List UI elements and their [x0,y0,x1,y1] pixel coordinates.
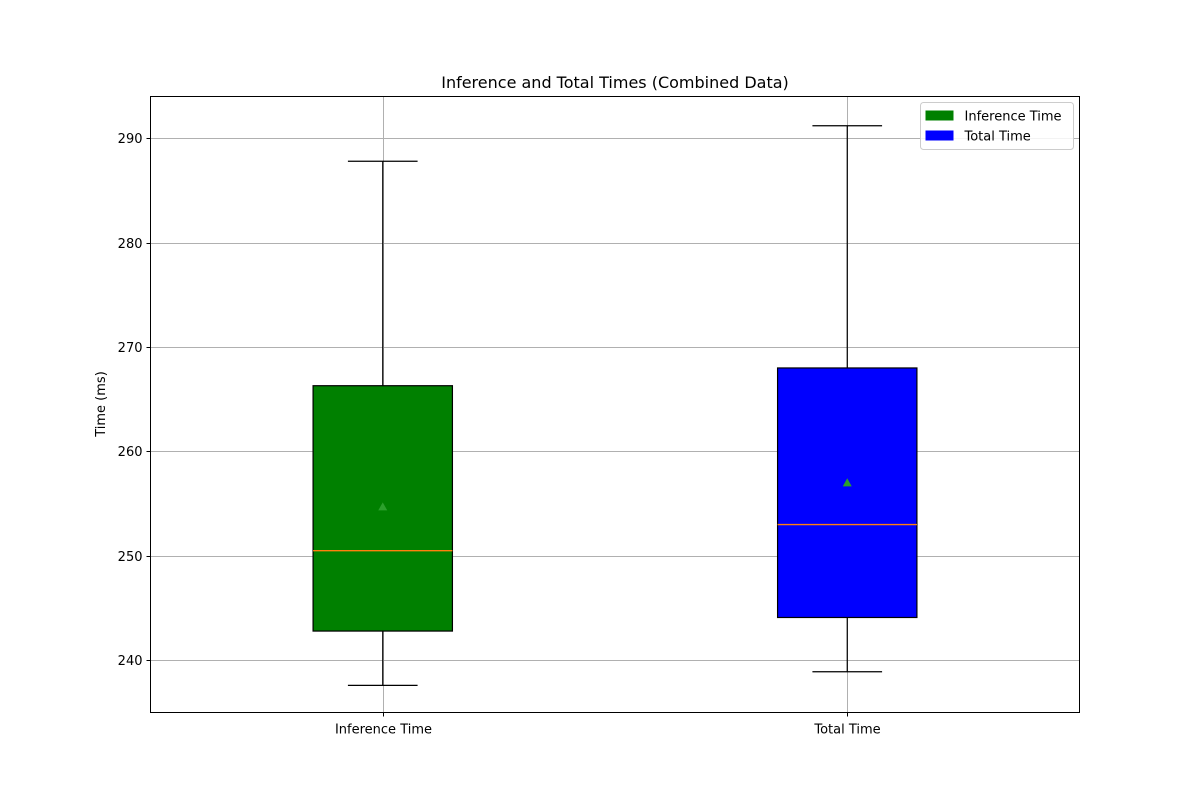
y-tick-label: 290 [118,132,143,147]
y-tick-label: 240 [118,654,143,669]
legend: Inference Time Total Time [920,102,1074,150]
mean-marker [842,478,852,487]
legend-frame [920,102,1074,150]
x-tick-label: Inference Time [335,723,432,738]
y-tick-label: 280 [118,237,143,252]
box-layer [312,125,918,686]
mean-marker [378,502,388,511]
chart-title: Inference and Total Times (Combined Data… [441,73,789,92]
plot-frame [150,96,1080,713]
grid-layer [150,96,1080,713]
legend-label: Total Time [964,130,1031,145]
y-tick-label: 270 [118,341,143,356]
x-tick-label: Total Time [813,723,880,738]
box-group [776,125,918,673]
y-tick-label: 250 [118,550,143,565]
legend-label: Inference Time [965,110,1062,125]
box-group [312,160,454,686]
legend-swatch [925,130,954,141]
y-axis-title: Time (ms) [94,371,109,438]
y-tick-label: 260 [118,445,143,460]
box-body [776,367,918,619]
axis-layer: 240 250 260 270 280 290 Inference Time Total Ti… [118,132,881,738]
legend-swatch [925,110,954,121]
